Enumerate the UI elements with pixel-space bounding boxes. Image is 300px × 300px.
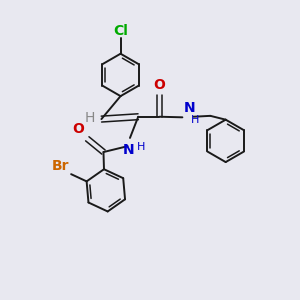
Text: O: O (73, 122, 84, 136)
Text: O: O (154, 78, 165, 92)
Text: H: H (191, 115, 200, 125)
Text: Cl: Cl (113, 24, 128, 38)
Text: N: N (122, 143, 134, 157)
Text: Br: Br (51, 159, 69, 173)
Text: H: H (136, 142, 145, 152)
Text: N: N (184, 101, 195, 115)
Text: H: H (85, 111, 95, 124)
